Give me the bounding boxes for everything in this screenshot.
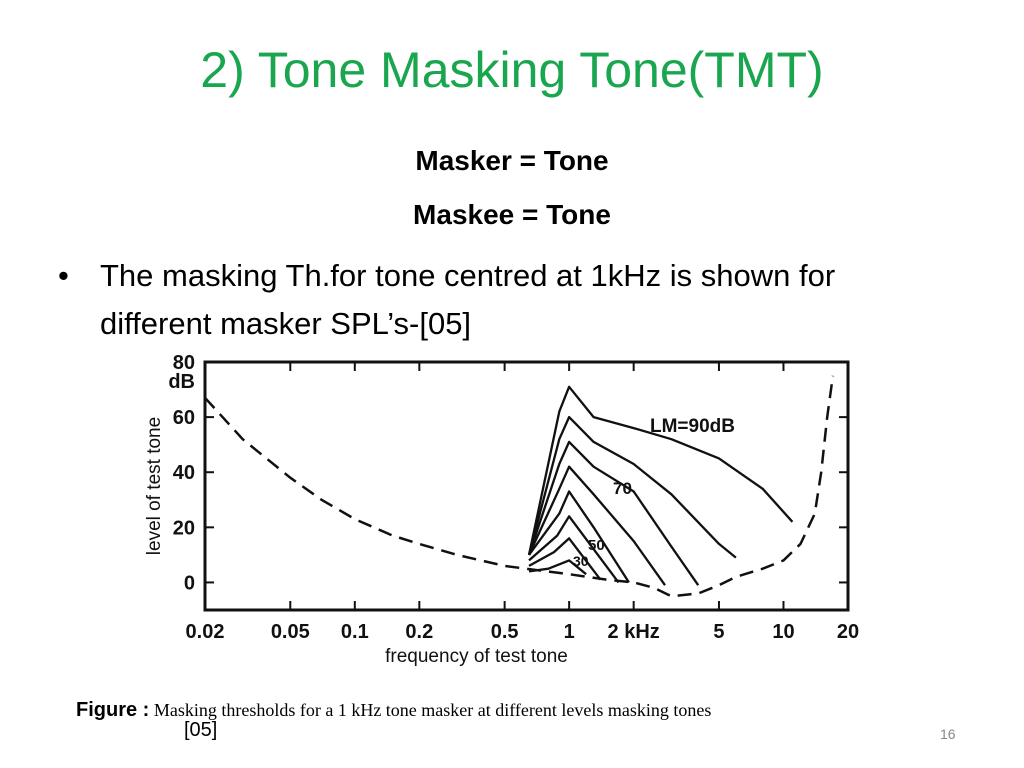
y-tick-label: 80 [173,352,195,374]
x-tick-label: 5 [713,621,724,643]
caption-lead: Figure : [76,699,150,721]
x-tick-label: 0.02 [186,621,225,643]
bullet-text: The masking Th.for tone centred at 1kHz … [100,252,980,348]
series-label-70: 70 [613,479,632,498]
series-label-50: 50 [588,537,605,554]
maskee-line: Maskee = Tone [413,199,611,230]
masking-curve-40db [528,515,620,584]
x-tick-label: 0.05 [271,621,310,643]
masking-curve-60db [527,465,666,586]
figure-caption: Figure : Masking thresholds for a 1 kHz … [76,699,976,740]
bullet-text-line-2: different masker SPL’s-[05] [100,306,472,341]
y-axis-label: level of test tone [144,417,165,555]
masking-curve-50db [528,490,630,584]
x-axis-label: frequency of test tone [385,646,568,667]
y-unit-label: dB [168,371,195,393]
bullet-symbol: • [58,258,69,293]
masking-curve-80db [527,415,737,559]
masker-line: Masker = Tone [415,145,609,176]
y-tick-label: 0 [184,572,195,594]
series-label-30: 30 [573,553,589,569]
page-number: 16 [940,726,956,742]
series-label-90db: LM=90dB [650,416,735,437]
y-tick-label: 60 [173,407,195,429]
x-tick-label: 0.1 [341,621,369,643]
x-tick-label: 1 [564,621,575,643]
threshold-in-quiet-curve [205,375,835,598]
masking-curve-20db [528,559,587,576]
caption-reference: [05] [184,719,218,741]
masking-curve-70db [527,440,700,586]
caption-text: Masking thresholds for a 1 kHz tone mask… [153,700,712,720]
x-tick-label: 2 kHz [608,621,660,643]
masking-curve-30db [528,537,602,581]
x-tick-label: 20 [837,621,859,643]
x-tick-label: 0.2 [405,621,433,643]
y-tick-label: 20 [173,517,195,539]
y-tick-label: 40 [173,462,195,484]
plot-frame [203,360,850,612]
bullet-text-line-1: The masking Th.for tone centred at 1kHz … [100,258,836,293]
slide-title: 2) Tone Masking Tone(TMT) [200,42,824,98]
x-tick-label: 0.5 [491,621,519,643]
x-tick-label: 10 [772,621,794,643]
masking-curve-90db [527,385,794,556]
